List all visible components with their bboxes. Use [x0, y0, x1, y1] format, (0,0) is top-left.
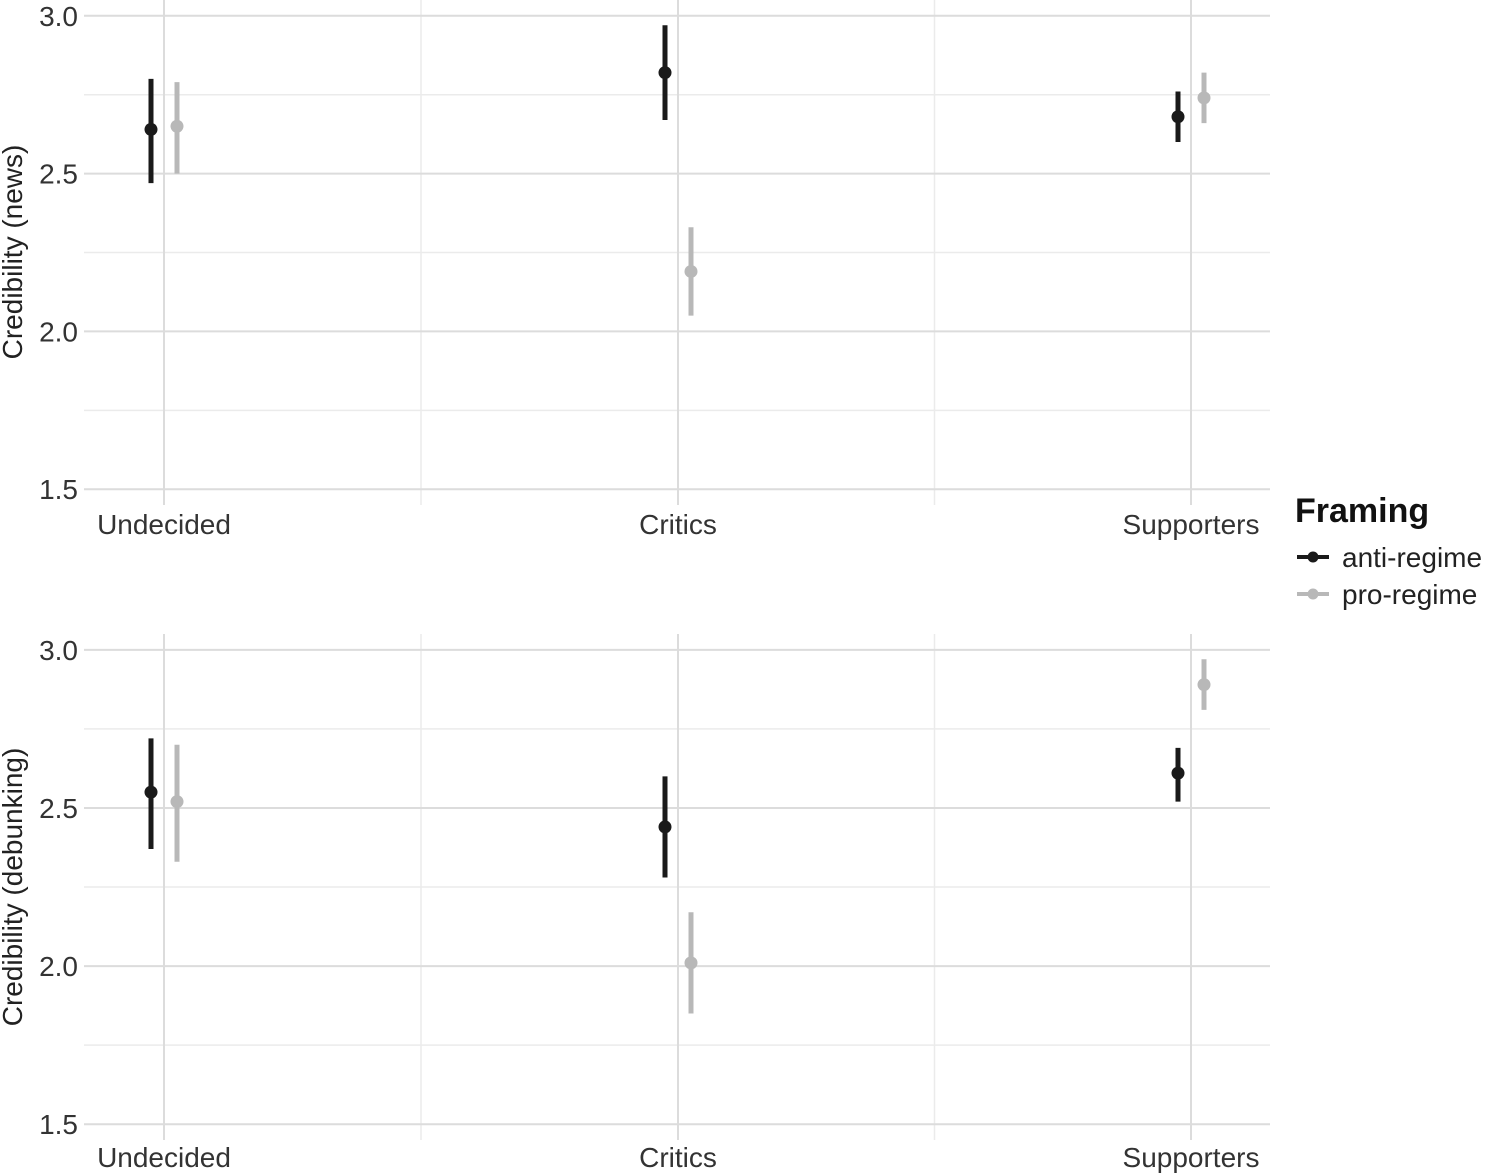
legend: Framing anti-regime pro-regime [1295, 492, 1482, 610]
point-pro-regime [170, 795, 184, 809]
y-tick-label: 3.0 [39, 1, 78, 32]
x-tick-label: Critics [639, 509, 717, 540]
x-tick-label: Undecided [97, 509, 231, 540]
legend-title: Framing [1295, 492, 1429, 530]
point-pro-regime [1197, 91, 1211, 105]
y-tick-label: 2.5 [39, 159, 78, 190]
y-tick-label: 2.0 [39, 951, 78, 982]
y-tick-label: 2.0 [39, 316, 78, 347]
point-anti-regime [658, 66, 672, 80]
legend-label-pro-regime: pro-regime [1342, 579, 1477, 610]
legend-point-anti-regime [1307, 551, 1319, 563]
panel-news: 1.5 2.0 2.5 3.0 Undecided Critics Supporters Cr… [0, 0, 1270, 540]
y-tick-label: 2.5 [39, 793, 78, 824]
point-anti-regime [1171, 766, 1185, 780]
x-tick-label: Undecided [97, 1142, 231, 1173]
y-tick-label: 3.0 [39, 635, 78, 666]
x-tick-label: Critics [639, 1142, 717, 1173]
y-axis-title: Credibility (debunking) [0, 748, 28, 1027]
x-tick-label: Supporters [1123, 509, 1260, 540]
panel-debunking: 1.5 2.0 2.5 3.0 Undecided Critics Supporters Cr… [0, 634, 1270, 1173]
legend-label-anti-regime: anti-regime [1342, 542, 1482, 573]
point-pro-regime [684, 956, 698, 970]
point-pro-regime [1197, 678, 1211, 692]
y-axis-title: Credibility (news) [0, 145, 28, 360]
point-pro-regime [684, 264, 698, 278]
point-anti-regime [1171, 110, 1185, 124]
legend-point-pro-regime [1307, 588, 1319, 600]
point-anti-regime [658, 820, 672, 834]
x-tick-label: Supporters [1123, 1142, 1260, 1173]
point-anti-regime [144, 122, 158, 136]
point-anti-regime [144, 785, 158, 799]
y-tick-label: 1.5 [39, 1109, 78, 1140]
point-pro-regime [170, 119, 184, 133]
y-tick-label: 1.5 [39, 474, 78, 505]
